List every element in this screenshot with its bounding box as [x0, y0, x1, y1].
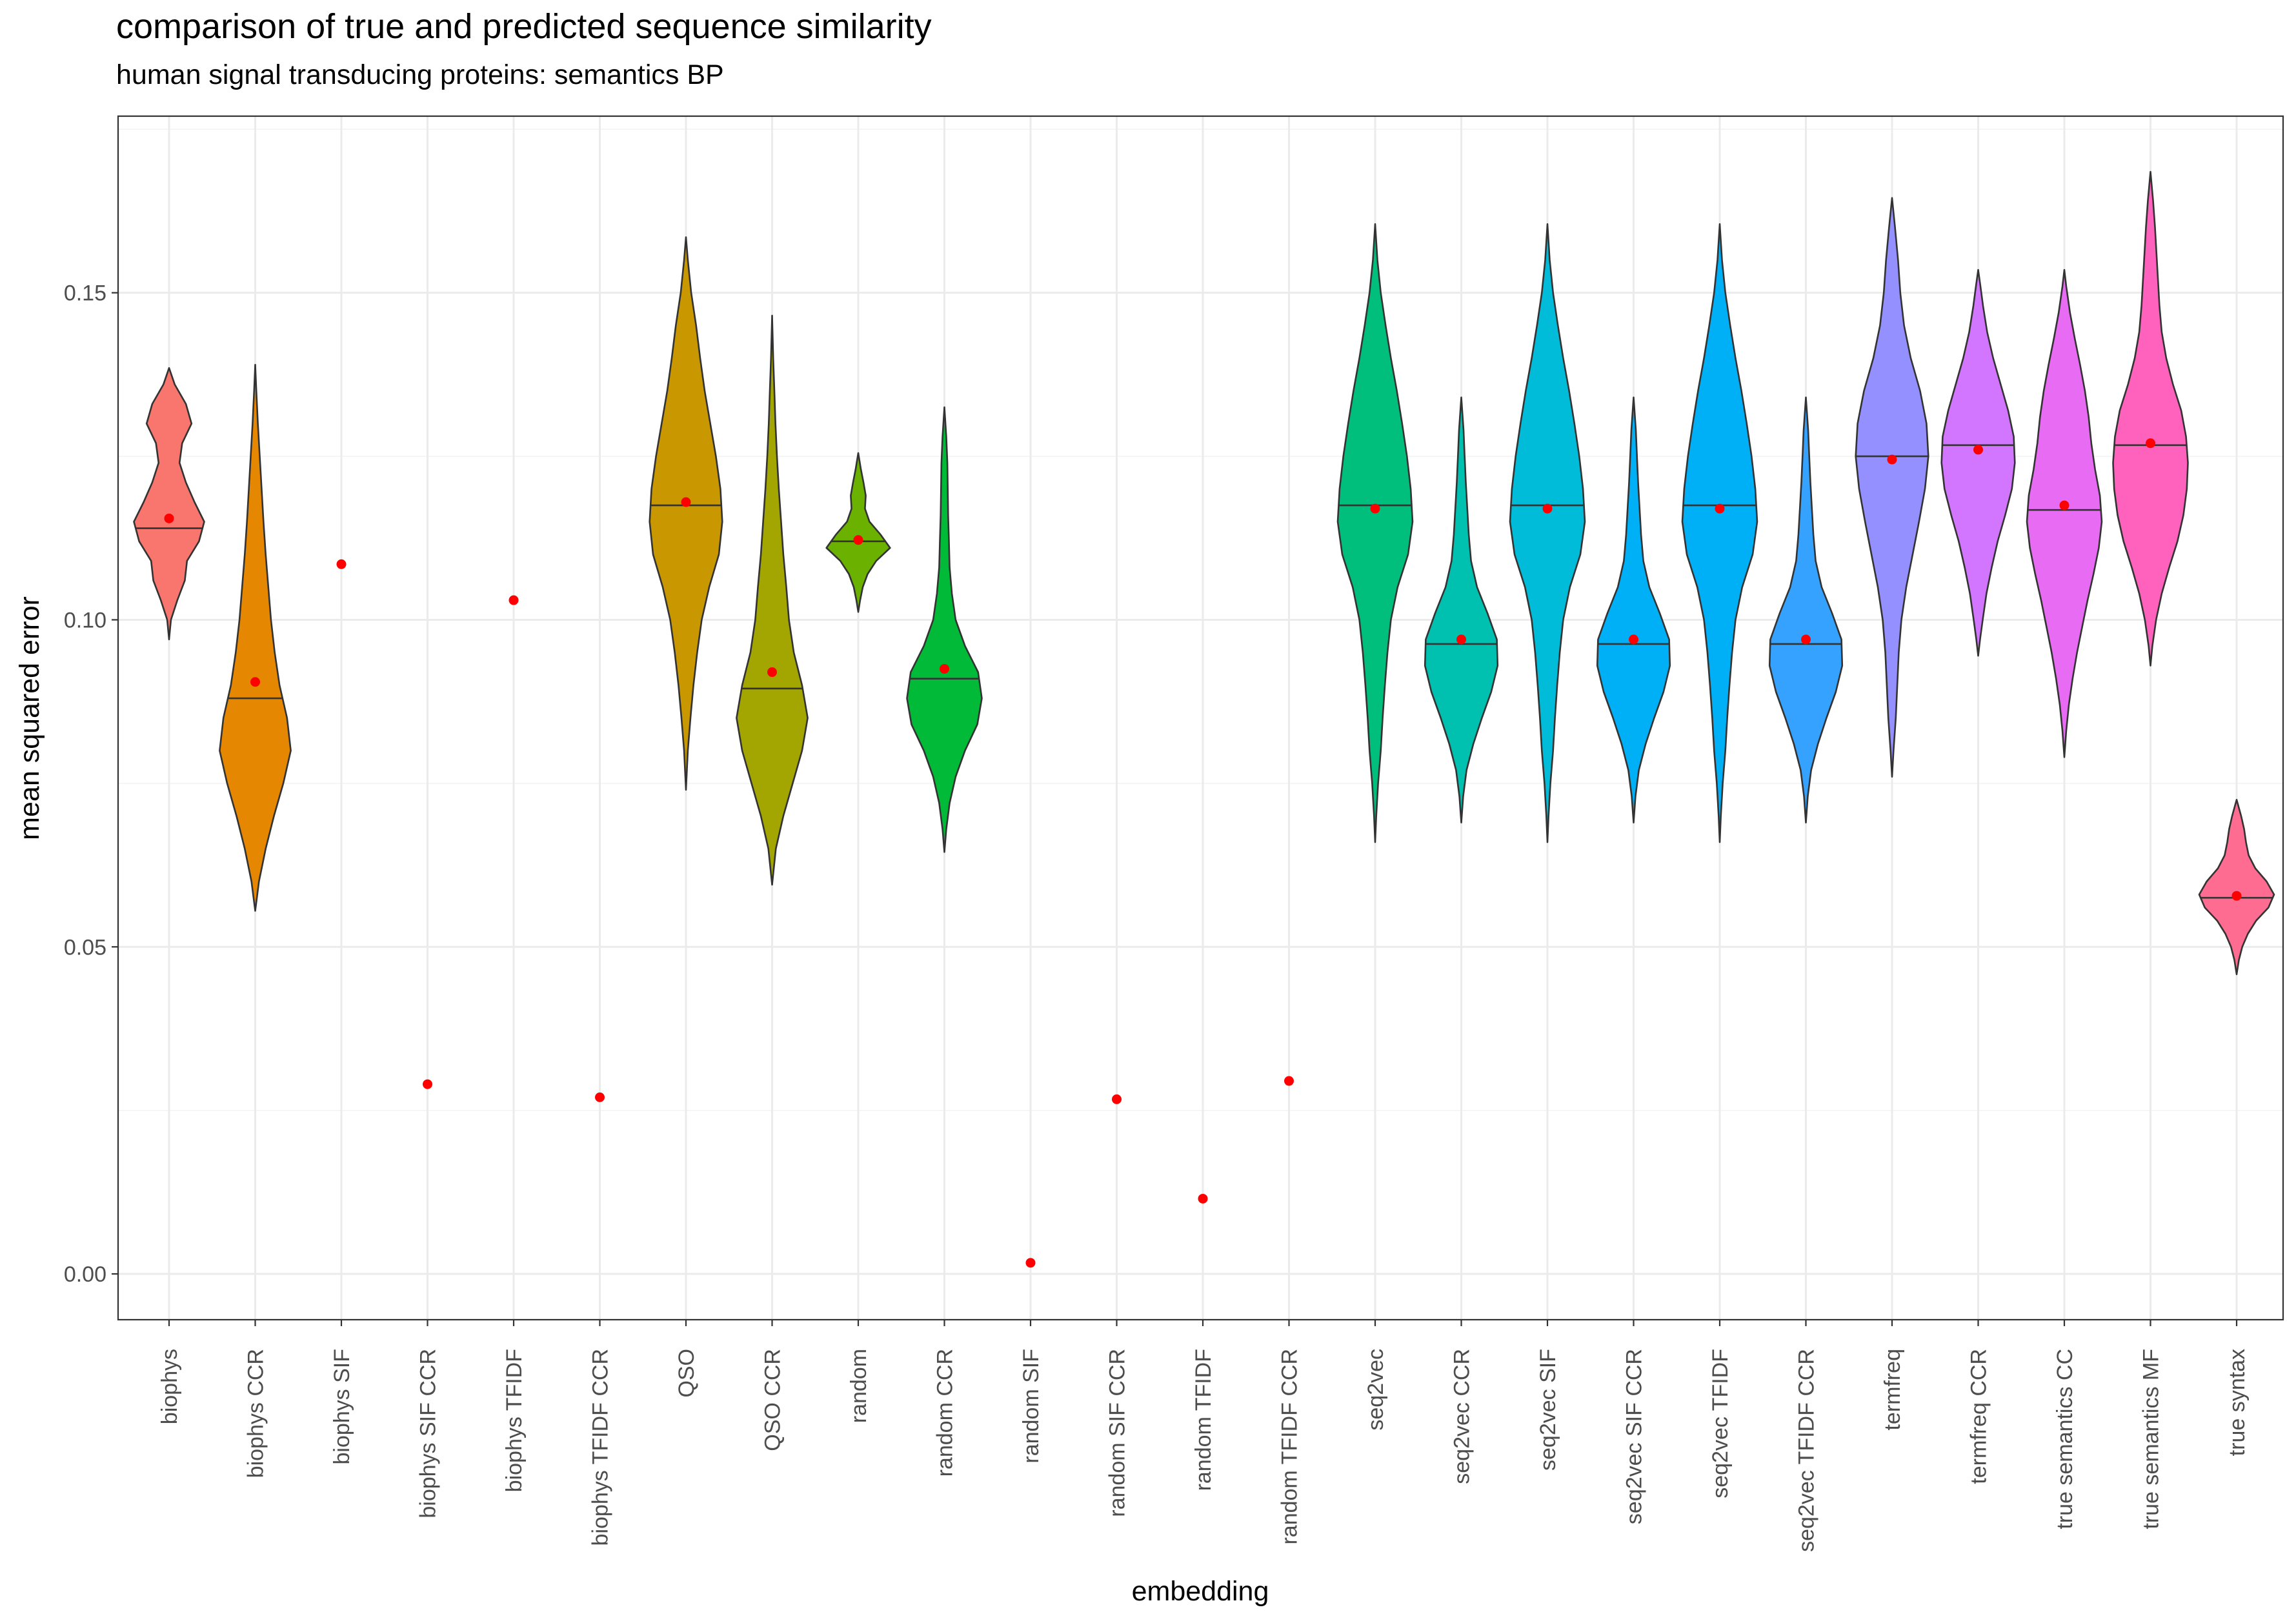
chart-title: comparison of true and predicted sequenc…	[116, 7, 932, 46]
x-tick-label: true syntax	[2225, 1349, 2250, 1456]
mean-point	[1284, 1076, 1294, 1086]
violin-shape	[2026, 268, 2103, 758]
x-tick-label: biophys	[157, 1349, 182, 1424]
x-tick-label: termfreq	[1880, 1349, 1905, 1431]
y-axis-title: mean squared error	[14, 596, 45, 840]
y-tick-label: 0.00	[64, 1262, 106, 1287]
mean-point	[1456, 634, 1466, 645]
mean-point	[1973, 445, 1983, 455]
mean-point	[1112, 1094, 1122, 1104]
y-axis-ticks: 0.00 0.05 0.10 0.15	[64, 281, 118, 1287]
x-tick-label: random	[847, 1349, 871, 1423]
y-tick-label: 0.15	[64, 281, 106, 306]
violin-shape	[1596, 396, 1671, 823]
mean-point	[1715, 503, 1725, 514]
violin-shape	[1424, 396, 1499, 823]
x-tick-label: random CCR	[933, 1349, 958, 1477]
mean-point	[1025, 1258, 1036, 1268]
x-axis-title: embedding	[1132, 1576, 1269, 1607]
violin-shape	[1336, 223, 1414, 843]
y-tick-label: 0.10	[64, 608, 106, 632]
mean-point	[940, 663, 949, 674]
x-tick-label: true semantics CC	[2053, 1349, 2077, 1529]
mean-point	[681, 497, 691, 507]
mean-point	[1198, 1193, 1208, 1204]
violin-shape	[1681, 223, 1758, 843]
violin-shape	[1768, 396, 1844, 823]
mean-point	[767, 667, 777, 678]
grid-lines	[118, 116, 2283, 1320]
x-tick-label: QSO	[674, 1349, 699, 1398]
violin-shape	[2198, 798, 2275, 976]
x-tick-label: seq2vec SIF	[1536, 1349, 1560, 1471]
violin-shape	[219, 363, 292, 912]
x-tick-label: biophys SIF CCR	[416, 1349, 441, 1518]
chart-subtitle: human signal transducing proteins: seman…	[116, 59, 724, 90]
mean-point	[2231, 891, 2242, 901]
x-tick-label: seq2vec	[1364, 1349, 1388, 1431]
x-tick-label: true semantics MF	[2139, 1349, 2164, 1529]
mean-point	[336, 559, 347, 569]
violin-shape	[1855, 197, 1929, 778]
x-tick-label: biophys SIF	[330, 1349, 354, 1465]
violins	[133, 170, 2275, 976]
mean-point	[1629, 634, 1638, 645]
violin-shape	[1940, 268, 2016, 657]
mean-point	[853, 535, 863, 545]
mean-point	[2146, 438, 2155, 449]
mean-point	[595, 1092, 605, 1102]
violin-shape	[1509, 223, 1586, 843]
x-tick-label: biophys CCR	[244, 1349, 268, 1478]
x-tick-label: random SIF CCR	[1105, 1349, 1130, 1517]
x-tick-label: seq2vec SIF CCR	[1622, 1349, 1647, 1524]
violin-shape	[649, 236, 723, 791]
mean-point	[1887, 454, 1897, 465]
x-tick-label: biophys TFIDF	[502, 1349, 527, 1492]
mean-point	[2059, 500, 2069, 510]
violin-shape	[736, 314, 809, 886]
x-tick-label: random TFIDF	[1191, 1349, 1216, 1491]
mean-point	[1542, 503, 1553, 514]
x-tick-label: seq2vec TFIDF	[1708, 1349, 1733, 1498]
y-tick-label: 0.05	[64, 935, 106, 960]
plot-panel-border	[117, 115, 2284, 1321]
mean-point	[1370, 503, 1380, 514]
mean-point	[250, 677, 260, 687]
violin-shape	[2112, 170, 2189, 667]
mean-point	[423, 1079, 432, 1089]
violin-shape	[906, 406, 983, 853]
violin-shape	[825, 452, 891, 613]
mean-point	[1801, 634, 1811, 645]
mean-point	[509, 595, 519, 605]
x-tick-label: termfreq CCR	[1967, 1349, 1991, 1484]
x-tick-label: QSO CCR	[761, 1349, 785, 1451]
x-tick-label: random SIF	[1019, 1349, 1043, 1464]
mean-point	[164, 513, 174, 523]
mean-points	[164, 438, 2242, 1268]
violin-shape	[133, 367, 205, 641]
x-tick-label: random TFIDF CCR	[1278, 1349, 1302, 1545]
x-tick-label: seq2vec CCR	[1450, 1349, 1475, 1484]
x-tick-label: seq2vec TFIDF CCR	[1795, 1349, 1819, 1552]
x-axis-ticks: biophys biophys CCR biophys SIF biophys SIF…	[157, 1320, 2250, 1552]
x-tick-label: biophys TFIDF CCR	[589, 1349, 613, 1546]
